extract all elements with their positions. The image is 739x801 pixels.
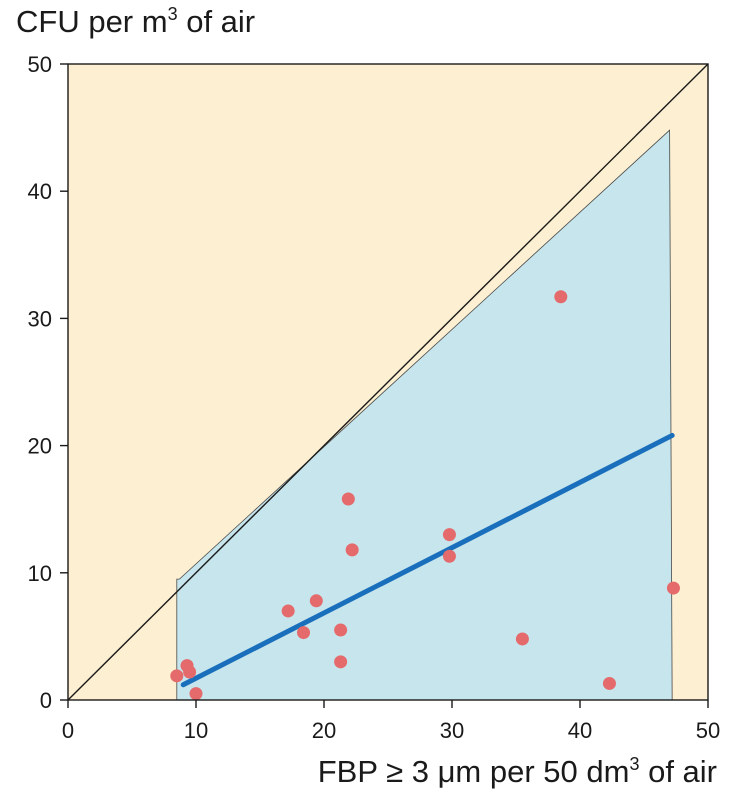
y-tick-label: 40 (28, 179, 52, 204)
y-tick-label: 50 (28, 52, 52, 77)
x-axis-ticks: 0 10 20 30 40 50 (62, 700, 720, 743)
data-point-16 (602, 676, 616, 690)
data-point-7 (309, 594, 323, 608)
data-point-1 (170, 669, 184, 683)
data-point-10 (341, 492, 355, 506)
y-tick-label: 30 (28, 306, 52, 331)
y-tick-label: 10 (28, 561, 52, 586)
identity-line (67, 63, 709, 701)
data-point-6 (297, 626, 311, 640)
x-tick-label: 40 (568, 718, 592, 743)
data-point-4 (189, 687, 203, 701)
x-tick-label: 10 (184, 718, 208, 743)
regression-line (180, 432, 675, 688)
data-points (170, 290, 680, 701)
x-tick-label: 50 (696, 718, 720, 743)
data-point-8 (334, 623, 348, 637)
x-axis-label: FBP ≥ 3 μm per 50 dm3 of air (317, 754, 717, 789)
data-point-14 (515, 632, 529, 646)
data-point-9 (334, 655, 348, 669)
data-point-17 (666, 581, 680, 595)
data-point-15 (554, 290, 568, 304)
data-point-5 (281, 604, 295, 618)
x-tick-label: 20 (312, 718, 336, 743)
y-axis-label: CFU per m3 of air (16, 4, 256, 39)
y-tick-label: 20 (28, 434, 52, 459)
y-tick-label: 0 (40, 688, 52, 713)
x-tick-label: 0 (62, 718, 74, 743)
data-point-12 (442, 528, 456, 542)
plot-frame (67, 63, 709, 701)
data-point-3 (183, 665, 197, 679)
x-tick-label: 30 (440, 718, 464, 743)
y-axis-ticks: 0 10 20 30 40 50 (28, 52, 68, 713)
data-point-13 (442, 549, 456, 563)
data-point-11 (345, 543, 359, 557)
